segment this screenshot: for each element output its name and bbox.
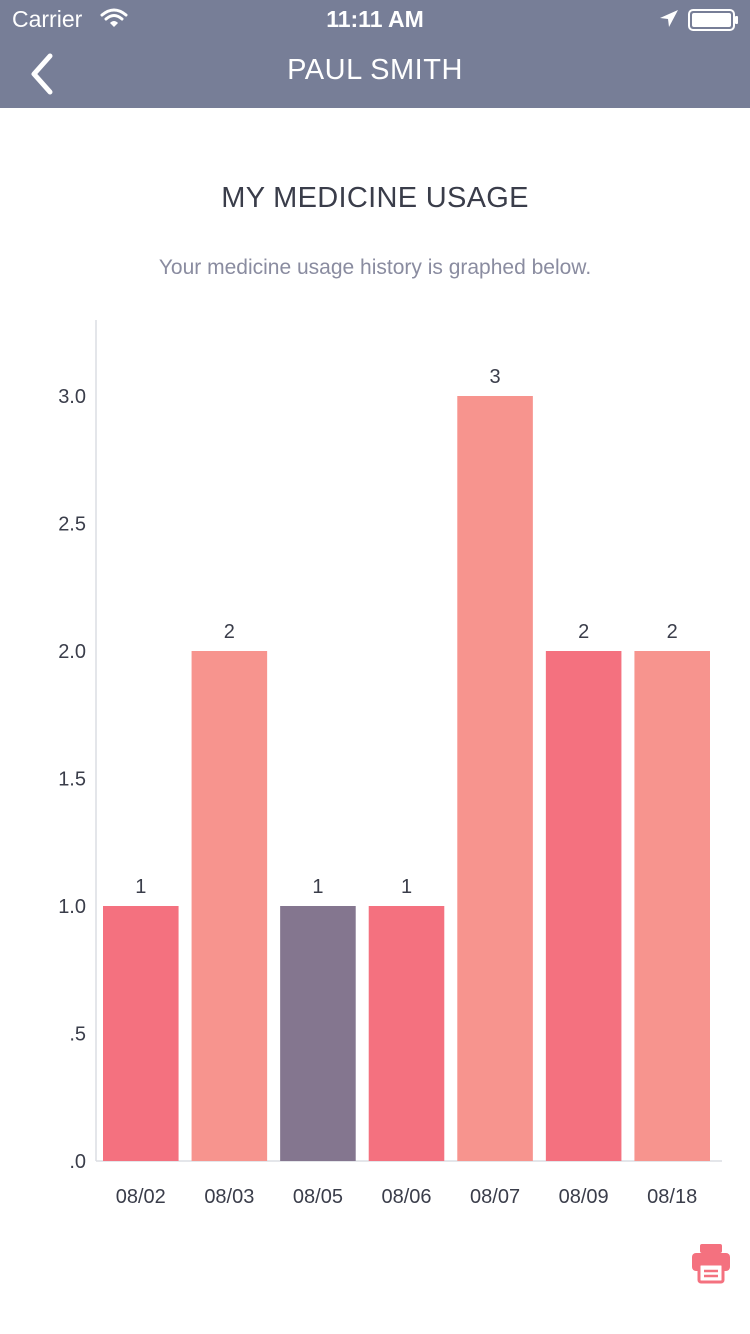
bar-value-label: 2	[224, 621, 235, 643]
status-time: 11:11 AM	[326, 6, 424, 32]
bar[interactable]	[457, 396, 533, 1161]
bar[interactable]	[103, 906, 179, 1161]
bar-value-label: 1	[401, 876, 412, 898]
x-tick-label: 08/06	[381, 1186, 431, 1208]
x-tick-label: 08/03	[204, 1186, 254, 1208]
bar[interactable]	[191, 651, 268, 1161]
carrier-label: Carrier	[12, 6, 83, 32]
wifi-icon	[100, 6, 128, 36]
status-bar: Carrier 11:11 AM	[0, 0, 750, 40]
x-tick-label: 08/02	[116, 1186, 166, 1208]
location-arrow-icon	[658, 8, 680, 36]
bar[interactable]	[545, 651, 622, 1161]
bar[interactable]	[280, 906, 356, 1161]
bar[interactable]	[368, 906, 445, 1161]
bar-value-label: 1	[312, 876, 323, 898]
bar-value-label: 1	[135, 876, 146, 898]
x-tick-label: 08/07	[470, 1186, 520, 1208]
y-tick-label: 1.5	[58, 769, 86, 791]
battery-icon	[688, 9, 740, 37]
x-tick-label: 08/09	[559, 1186, 609, 1208]
bar[interactable]	[634, 651, 710, 1161]
bar-value-label: 2	[578, 621, 589, 643]
chevron-left-icon[interactable]	[24, 50, 64, 98]
nav-bar: PAUL SMITH	[0, 40, 750, 108]
x-tick-label: 08/05	[293, 1186, 343, 1208]
y-tick-label: 1.0	[58, 896, 86, 918]
y-tick-label: 2.5	[58, 514, 86, 536]
bar-value-label: 2	[667, 621, 678, 643]
printer-icon[interactable]	[690, 1242, 732, 1284]
usage-bar-chart: .0 .5 1.0 1.5 2.0 2.5 3.0 1 08/02 2 08/03 1 08/05 1 08…	[58, 320, 722, 1208]
bar-value-label: 3	[490, 366, 501, 388]
y-tick-label: .0	[69, 1151, 86, 1173]
x-tick-label: 08/18	[647, 1186, 697, 1208]
y-tick-label: 2.0	[58, 641, 86, 663]
page-title: MY MEDICINE USAGE	[221, 182, 529, 214]
nav-title: PAUL SMITH	[287, 54, 463, 86]
y-tick-label: .5	[69, 1024, 86, 1046]
y-tick-label: 3.0	[58, 386, 86, 408]
header-bar: Carrier 11:11 AM P	[0, 0, 750, 108]
page-subtitle: Your medicine usage history is graphed b…	[158, 256, 592, 279]
